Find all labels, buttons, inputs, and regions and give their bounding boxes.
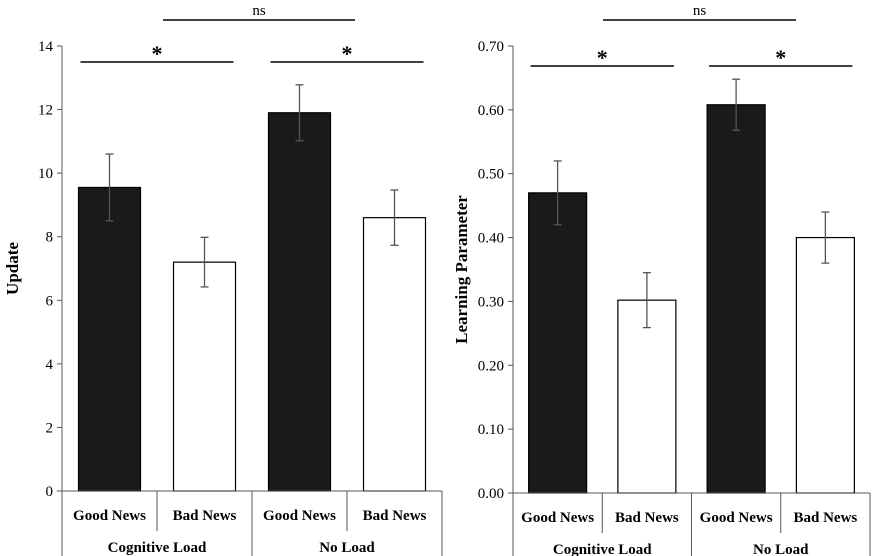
bar-0-0	[77, 186, 142, 492]
bar-1-3	[795, 236, 855, 494]
x-category-label-1-2: Good News	[700, 510, 773, 526]
y-tick-label-0-3: 6	[46, 293, 54, 309]
y-axis-title-0: Update	[3, 242, 22, 295]
y-tick-label-1-1: 0.10	[478, 422, 504, 438]
bar-0-2	[267, 112, 332, 492]
x-category-label-0-2: Good News	[263, 508, 336, 524]
ns-label-0: ns	[252, 3, 266, 19]
significance-star-1-0: *	[597, 45, 608, 70]
x-category-label-1-1: Bad News	[615, 510, 679, 526]
x-category-label-0-3: Bad News	[363, 508, 427, 524]
x-category-label-1-0: Good News	[521, 510, 594, 526]
x-category-label-1-3: Bad News	[793, 510, 857, 526]
y-tick-label-1-6: 0.60	[478, 103, 504, 119]
y-tick-label-1-4: 0.40	[478, 231, 504, 247]
ns-label-1: ns	[693, 3, 707, 19]
y-tick-label-1-5: 0.50	[478, 167, 504, 183]
significance-star-1-1: *	[775, 45, 786, 70]
y-tick-label-1-3: 0.30	[478, 294, 504, 310]
bar-1-2	[706, 104, 766, 494]
x-group-label-0-1: No Load	[319, 540, 375, 556]
x-group-label-1-0: Cognitive Load	[553, 542, 652, 556]
y-tick-label-0-5: 10	[38, 166, 53, 182]
bar-1-1	[617, 299, 677, 494]
y-tick-label-0-2: 4	[46, 357, 54, 373]
x-category-label-0-0: Good News	[73, 508, 146, 524]
x-category-label-0-1: Bad News	[173, 508, 237, 524]
bar-1-0	[528, 192, 588, 494]
y-tick-label-1-0: 0.00	[478, 486, 504, 502]
y-axis-title-1: Learning Parameter	[452, 195, 471, 344]
y-tick-label-0-0: 0	[46, 484, 54, 500]
y-tick-label-0-7: 14	[38, 39, 54, 55]
y-tick-label-0-6: 12	[38, 103, 53, 119]
y-tick-label-1-7: 0.70	[478, 39, 504, 55]
bar-0-1	[172, 261, 237, 492]
y-tick-label-0-4: 8	[46, 230, 54, 246]
x-group-label-1-1: No Load	[753, 542, 809, 556]
y-tick-label-0-1: 2	[46, 420, 54, 436]
significance-star-0-0: *	[152, 41, 163, 66]
bar-0-3	[362, 217, 427, 492]
y-tick-label-1-2: 0.20	[478, 358, 504, 374]
x-group-label-0-0: Cognitive Load	[108, 540, 207, 556]
significance-star-0-1: *	[342, 41, 353, 66]
